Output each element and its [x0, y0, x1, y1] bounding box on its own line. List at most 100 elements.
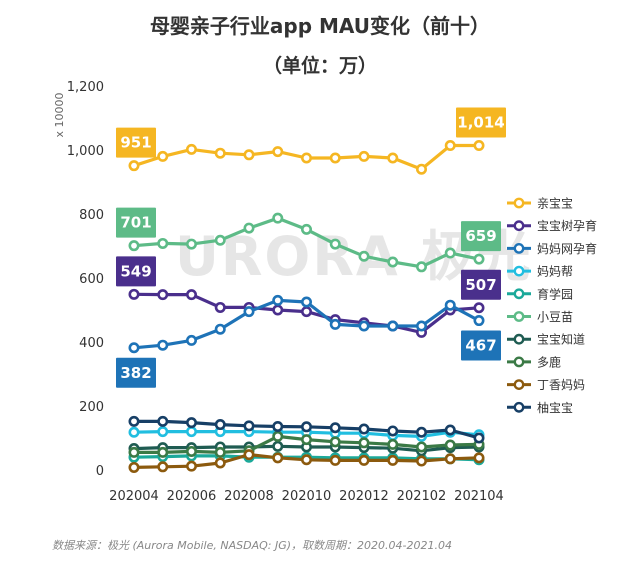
data-point	[186, 143, 198, 155]
data-point	[272, 430, 284, 442]
data-point	[186, 445, 198, 457]
series-亲宝宝	[128, 140, 485, 175]
callout-box	[461, 269, 501, 300]
data-point	[272, 294, 284, 306]
data-point	[300, 223, 312, 235]
data-point	[358, 320, 370, 332]
data-point	[186, 238, 198, 250]
legend-item: 柚宝宝	[507, 400, 573, 415]
x-tick-label: 202012	[339, 489, 389, 504]
legend-swatch-marker	[513, 288, 525, 300]
callout-label: 951	[120, 134, 151, 152]
callout-label: 507	[465, 276, 496, 294]
legend-item: 妈妈帮	[507, 265, 573, 279]
x-tick-label: 202102	[397, 489, 447, 504]
data-point	[415, 441, 427, 453]
data-point	[272, 440, 284, 452]
data-point	[186, 460, 198, 472]
callout-box	[116, 357, 156, 388]
footer-source: 数据来源：极光 (Aurora Mobile, NASDAQ: JG)，取数周期…	[52, 539, 452, 552]
data-point	[358, 437, 370, 449]
legend-item: 亲宝宝	[507, 197, 573, 211]
x-tick-label: 202006	[167, 489, 217, 504]
x-tick-label: 202004	[109, 489, 159, 504]
series-妈妈网孕育	[128, 294, 485, 354]
data-point	[128, 160, 140, 172]
callout-小豆苗: 659	[461, 221, 501, 252]
data-point	[444, 424, 456, 436]
legend-item: 宝宝树孕育	[507, 218, 597, 233]
callout-box	[461, 221, 501, 252]
data-point	[358, 250, 370, 262]
data-point	[128, 446, 140, 458]
data-point	[157, 339, 169, 351]
y-tick-label: 0	[96, 464, 104, 479]
data-point	[473, 315, 485, 327]
data-point	[387, 425, 399, 437]
data-point	[186, 289, 198, 301]
y-tick-label: 1,200	[67, 80, 104, 95]
y-tick-label: 600	[79, 272, 104, 287]
data-point	[186, 334, 198, 346]
plot-area: 0 200 400 600 800 1,000 1,200 202004 202006 20200…	[67, 80, 506, 504]
data-point	[300, 434, 312, 446]
legend-label: 丁香妈妈	[537, 378, 585, 392]
chart-subtitle: （单位：万）	[263, 54, 377, 77]
legend-label: 妈妈网孕育	[537, 241, 597, 256]
legend-label: 多鹿	[537, 354, 561, 369]
legend-label: 育学园	[537, 286, 573, 301]
series-小豆苗	[128, 212, 485, 273]
data-point	[387, 454, 399, 466]
legend-swatch-marker	[513, 333, 525, 345]
data-point	[157, 426, 169, 438]
data-point	[272, 420, 284, 432]
data-point	[128, 415, 140, 427]
data-point	[157, 446, 169, 458]
legend-swatch-marker	[513, 401, 525, 413]
data-point	[272, 146, 284, 158]
legend-label: 宝宝知道	[537, 333, 585, 347]
data-point	[300, 421, 312, 433]
data-point	[329, 454, 341, 466]
data-point	[329, 238, 341, 250]
y-unit-label: x 10000	[53, 92, 66, 137]
legend-swatch-marker	[513, 311, 525, 322]
callout-亲宝宝: 951	[116, 127, 156, 158]
data-point	[272, 212, 284, 224]
data-point	[214, 301, 226, 313]
callout-label: 549	[120, 262, 151, 280]
legend-swatch-marker	[513, 242, 525, 254]
callout-妈妈网孕育: 467	[461, 330, 501, 361]
data-point	[128, 461, 140, 473]
legend-item: 多鹿	[507, 354, 561, 369]
callout-label: 382	[120, 364, 151, 382]
callout-box	[116, 256, 156, 287]
data-point	[157, 150, 169, 162]
data-point	[243, 149, 255, 161]
data-point	[444, 299, 456, 311]
data-point	[444, 140, 456, 152]
data-point	[157, 289, 169, 301]
y-tick-label: 1,000	[67, 144, 104, 159]
legend-item: 妈妈网孕育	[507, 241, 597, 256]
legend-item: 丁香妈妈	[507, 378, 585, 392]
data-point	[128, 426, 140, 438]
data-point	[300, 152, 312, 164]
legend-label: 柚宝宝	[537, 400, 573, 415]
data-point	[157, 237, 169, 249]
callout-label: 467	[465, 337, 496, 355]
data-point	[243, 449, 255, 461]
callout-亲宝宝: 1,014	[456, 107, 506, 138]
legend-swatch-marker	[513, 197, 525, 209]
callout-小豆苗: 701	[116, 207, 156, 238]
data-point	[214, 234, 226, 246]
data-point	[358, 454, 370, 466]
data-point	[473, 253, 485, 265]
data-point	[214, 323, 226, 335]
chart-title: 母婴亲子行业app MAU变化（前十）	[150, 14, 490, 38]
x-tick-label: 202008	[224, 489, 274, 504]
callout-box	[116, 127, 156, 158]
data-point	[300, 306, 312, 318]
y-tick-label: 400	[79, 336, 104, 351]
callout-宝宝树孕育: 549	[116, 256, 156, 287]
